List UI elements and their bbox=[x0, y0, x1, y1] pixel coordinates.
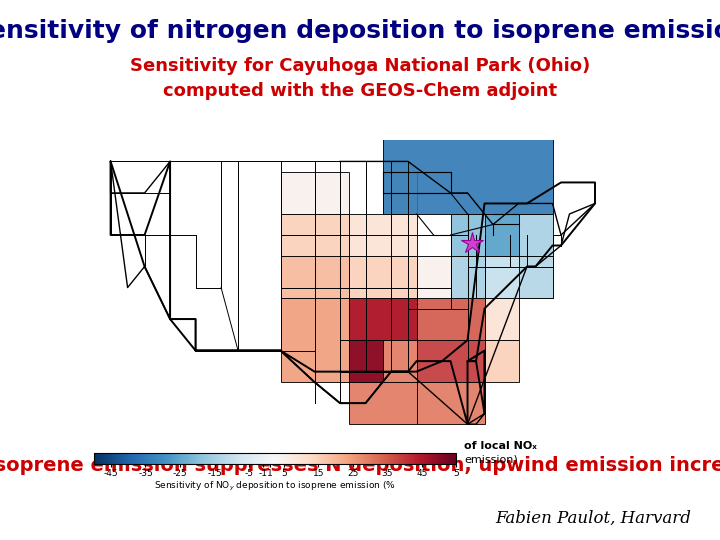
Text: Local isoprene emission suppresses N deposition, upwind emission increases it: Local isoprene emission suppresses N dep… bbox=[0, 456, 720, 475]
Bar bbox=[348, 340, 417, 382]
Bar bbox=[315, 172, 348, 214]
Text: Sensitivity of nitrogen deposition to isoprene emission: Sensitivity of nitrogen deposition to is… bbox=[0, 19, 720, 43]
Bar bbox=[417, 298, 485, 340]
Bar bbox=[451, 256, 485, 298]
Bar bbox=[348, 298, 417, 340]
Bar bbox=[485, 340, 518, 382]
Bar bbox=[382, 130, 552, 214]
Bar bbox=[485, 256, 552, 298]
Text: Fabien Paulot, Harvard: Fabien Paulot, Harvard bbox=[495, 510, 691, 526]
X-axis label: Sensitivity of NO$_y$ deposition to isoprene emission (%: Sensitivity of NO$_y$ deposition to isop… bbox=[154, 481, 396, 494]
Bar bbox=[451, 214, 518, 256]
Bar bbox=[382, 172, 417, 214]
Text: Sensitivity for Cayuhoga National Park (Ohio)
computed with the GEOS-Chem adjoin: Sensitivity for Cayuhoga National Park (… bbox=[130, 57, 590, 100]
Bar bbox=[348, 256, 417, 298]
Bar bbox=[281, 298, 348, 382]
Bar bbox=[518, 214, 552, 256]
Bar bbox=[281, 256, 348, 298]
Bar bbox=[281, 172, 315, 214]
Bar bbox=[281, 214, 348, 256]
Bar bbox=[417, 382, 485, 424]
Bar bbox=[417, 340, 485, 382]
Bar bbox=[417, 256, 451, 298]
Bar bbox=[485, 298, 518, 340]
Bar bbox=[348, 340, 382, 382]
Bar bbox=[485, 214, 518, 256]
Bar bbox=[518, 256, 552, 298]
Bar bbox=[348, 214, 417, 256]
Text: of local NOₓ: of local NOₓ bbox=[464, 441, 537, 451]
Bar bbox=[348, 382, 417, 424]
Bar bbox=[348, 298, 417, 340]
Text: emission): emission) bbox=[464, 454, 518, 464]
